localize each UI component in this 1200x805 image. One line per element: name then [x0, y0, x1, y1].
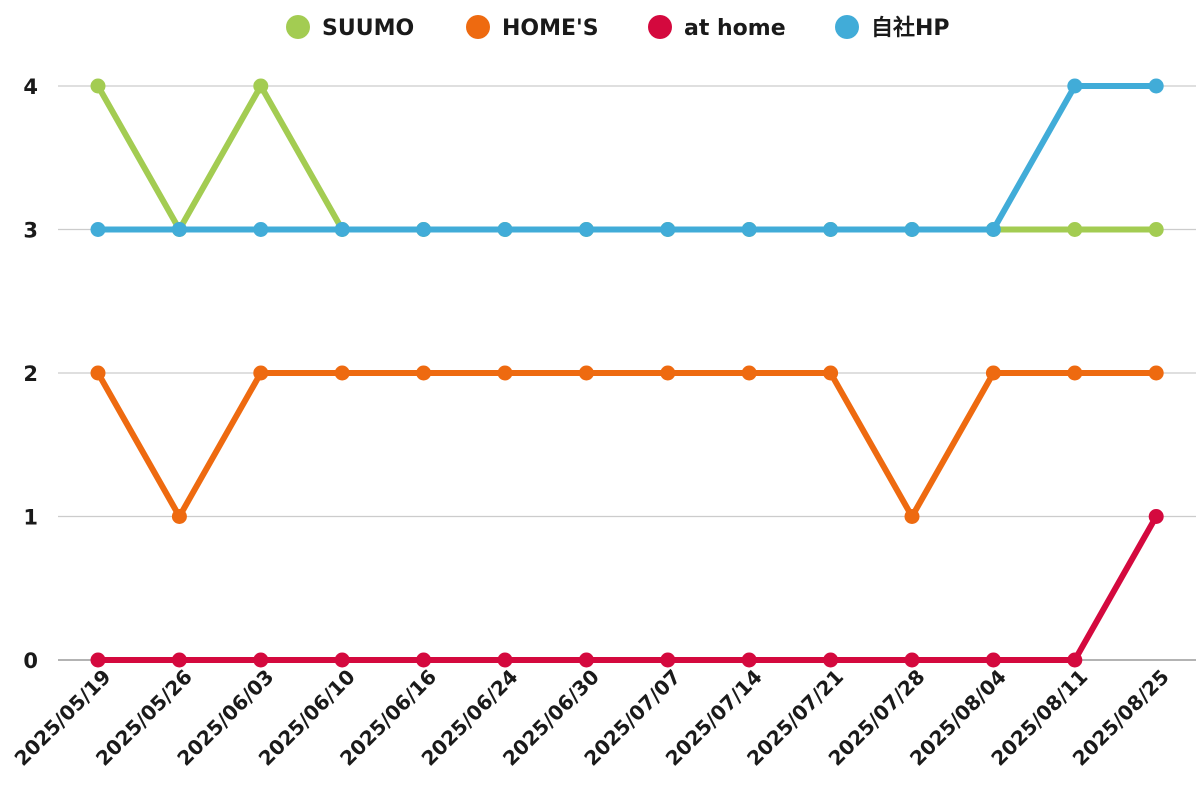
data-point [1067, 222, 1083, 237]
series-2 [90, 509, 1164, 668]
data-point [1067, 78, 1083, 94]
legend-label: 自社HP [871, 15, 950, 41]
data-point [90, 222, 106, 237]
series-1 [90, 365, 1164, 524]
data-point [497, 652, 513, 668]
y-axis-ticks: 0 1 2 3 4 [23, 75, 38, 673]
data-point [1067, 652, 1083, 668]
legend-item: HOME'S [466, 15, 599, 41]
data-point [904, 652, 920, 668]
data-point [985, 652, 1001, 668]
series-lines [90, 78, 1164, 668]
data-point [416, 652, 432, 668]
data-point [1148, 222, 1164, 237]
data-point [334, 222, 350, 237]
data-point [578, 222, 594, 237]
legend-label: SUUMO [322, 16, 414, 41]
legend-marker [835, 15, 859, 39]
legend-item: at home [648, 15, 786, 41]
series-line [95, 83, 1160, 233]
y-tick-label: 3 [23, 219, 38, 243]
data-point [823, 652, 839, 668]
legend-marker [648, 15, 672, 39]
legend-marker [466, 15, 490, 39]
data-point [90, 652, 106, 668]
data-point [171, 222, 187, 237]
data-point [253, 78, 269, 94]
data-point [660, 365, 676, 381]
data-point [253, 652, 269, 668]
data-point [741, 652, 757, 668]
data-point [497, 222, 513, 237]
legend-item: SUUMO [286, 15, 414, 41]
data-point [416, 222, 432, 237]
data-point [823, 222, 839, 237]
legend-label: HOME'S [502, 16, 599, 41]
data-point [985, 365, 1001, 381]
data-point [1148, 509, 1164, 524]
data-point [904, 509, 920, 524]
data-point [741, 222, 757, 237]
data-point [1148, 78, 1164, 94]
data-point [253, 365, 269, 381]
y-tick-label: 2 [23, 362, 38, 386]
data-point [171, 652, 187, 668]
series-line [95, 83, 1160, 233]
data-point [578, 365, 594, 381]
legend-marker [286, 15, 310, 39]
data-point [416, 365, 432, 381]
data-point [497, 365, 513, 381]
y-tick-label: 0 [23, 649, 38, 673]
y-tick-label: 1 [23, 506, 38, 530]
data-point [1067, 365, 1083, 381]
data-point [823, 365, 839, 381]
data-point [660, 652, 676, 668]
series-3 [90, 78, 1164, 237]
y-tick-label: 4 [23, 75, 38, 99]
data-point [741, 365, 757, 381]
data-point [90, 365, 106, 381]
data-point [660, 222, 676, 237]
x-axis-ticks: 2025/05/192025/05/262025/06/032025/06/10… [10, 665, 1174, 771]
data-point [985, 222, 1001, 237]
series-line [95, 370, 1160, 520]
series-line [95, 513, 1160, 663]
data-point [578, 652, 594, 668]
legend-item: 自社HP [835, 15, 950, 41]
data-point [904, 222, 920, 237]
data-point [334, 365, 350, 381]
legend-label: at home [684, 16, 786, 41]
data-point [171, 509, 187, 524]
data-point [253, 222, 269, 237]
data-point [90, 78, 106, 94]
data-point [334, 652, 350, 668]
data-point [1148, 365, 1164, 381]
legend: SUUMO HOME'S at home 自社HP [286, 15, 950, 41]
